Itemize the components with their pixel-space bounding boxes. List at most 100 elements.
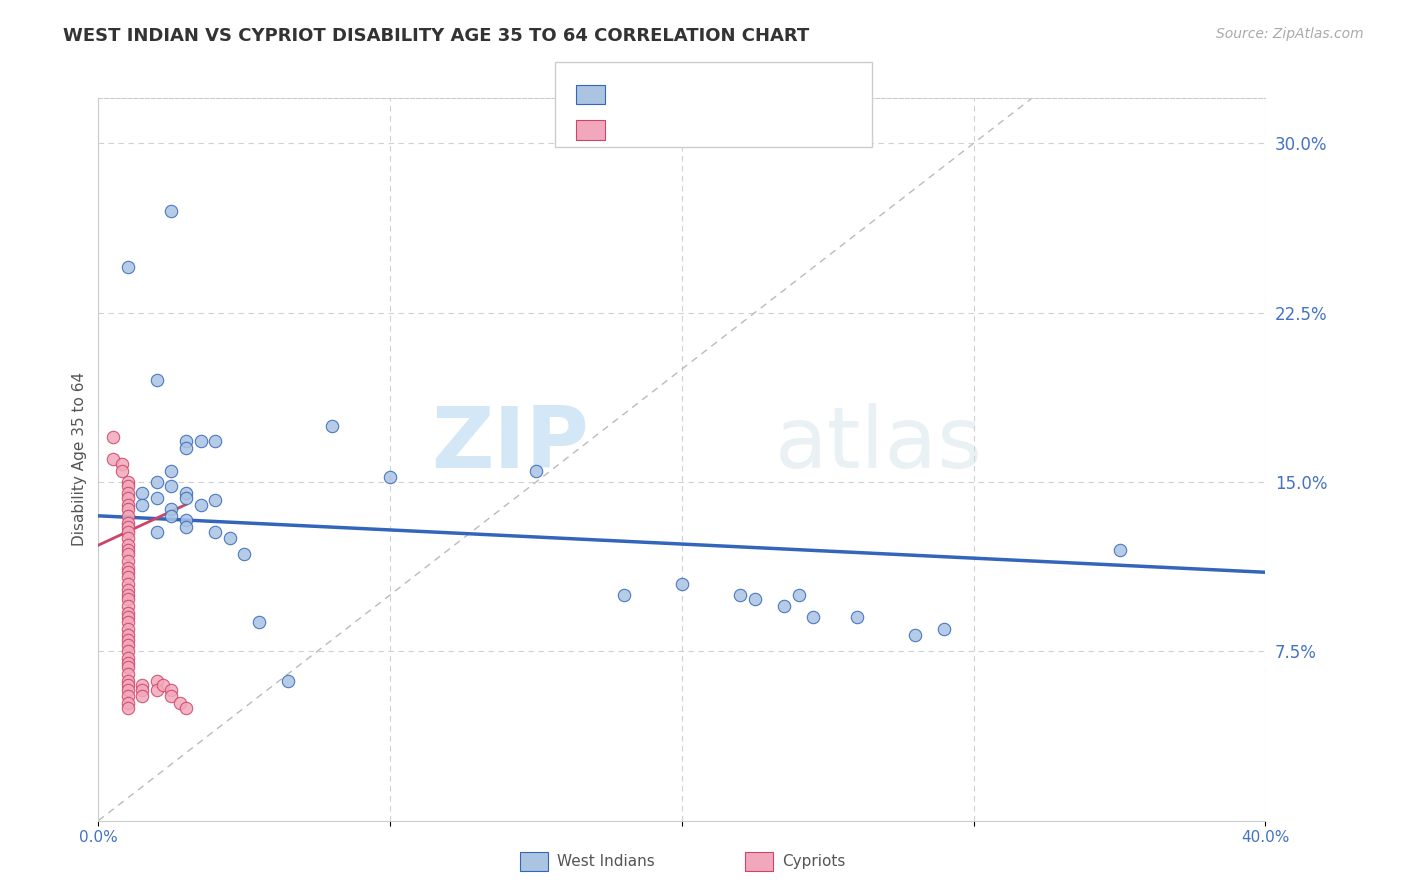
Point xyxy=(321,418,343,433)
Point xyxy=(111,464,134,478)
Point xyxy=(117,554,139,568)
Point xyxy=(174,434,197,449)
Point xyxy=(117,638,139,652)
Point xyxy=(904,628,927,642)
Point xyxy=(146,373,169,387)
Point xyxy=(117,566,139,580)
Point xyxy=(117,561,139,575)
Point xyxy=(146,682,169,697)
Point xyxy=(773,599,796,614)
Point xyxy=(117,656,139,670)
Point xyxy=(117,491,139,505)
Point xyxy=(160,690,183,704)
Y-axis label: Disability Age 35 to 64: Disability Age 35 to 64 xyxy=(72,372,87,547)
Point xyxy=(117,644,139,658)
Point xyxy=(190,498,212,512)
Text: West Indians: West Indians xyxy=(557,855,655,869)
Point xyxy=(190,434,212,449)
Point xyxy=(160,479,183,493)
Point xyxy=(117,696,139,710)
Point xyxy=(117,542,139,557)
Point xyxy=(117,592,139,607)
Point xyxy=(169,696,191,710)
Point xyxy=(117,700,139,714)
Point xyxy=(117,498,139,512)
Point xyxy=(131,678,153,692)
Point xyxy=(131,690,153,704)
Point xyxy=(117,622,139,636)
Point xyxy=(117,660,139,674)
Point xyxy=(117,475,139,489)
Point xyxy=(117,628,139,642)
Text: N =: N = xyxy=(703,121,755,139)
Text: R =: R = xyxy=(616,121,655,139)
Point xyxy=(174,491,197,505)
Point xyxy=(204,434,226,449)
Point xyxy=(671,576,693,591)
Point xyxy=(524,464,547,478)
Text: N =: N = xyxy=(703,86,755,103)
Point xyxy=(117,651,139,665)
Point xyxy=(117,508,139,523)
Point xyxy=(101,430,124,444)
Point xyxy=(801,610,824,624)
Point xyxy=(146,673,169,688)
Text: Cypriots: Cypriots xyxy=(782,855,845,869)
Point xyxy=(146,475,169,489)
Point xyxy=(117,606,139,620)
Point xyxy=(101,452,124,467)
Point xyxy=(117,673,139,688)
Point xyxy=(117,532,139,546)
Text: 55: 55 xyxy=(733,121,758,139)
Point xyxy=(744,592,766,607)
Point xyxy=(117,615,139,629)
Point xyxy=(247,615,270,629)
Text: Source: ZipAtlas.com: Source: ZipAtlas.com xyxy=(1216,27,1364,41)
Point xyxy=(117,479,139,493)
Point xyxy=(131,498,153,512)
Point xyxy=(277,673,299,688)
Point xyxy=(117,583,139,598)
Point xyxy=(117,547,139,561)
Point xyxy=(131,486,153,500)
Point xyxy=(117,588,139,602)
Point xyxy=(146,491,169,505)
Point xyxy=(730,588,752,602)
Point xyxy=(111,457,134,471)
Text: atlas: atlas xyxy=(775,403,983,486)
Point xyxy=(380,470,402,484)
Point xyxy=(146,524,169,539)
Point xyxy=(117,576,139,591)
Point xyxy=(612,588,634,602)
Point xyxy=(160,502,183,516)
Point xyxy=(117,486,139,500)
Point xyxy=(218,532,240,546)
Point xyxy=(174,700,197,714)
Point xyxy=(174,441,197,455)
Point xyxy=(160,204,183,219)
Text: ZIP: ZIP xyxy=(430,403,589,486)
Point xyxy=(160,464,183,478)
Point xyxy=(117,502,139,516)
Point xyxy=(1108,542,1130,557)
Point xyxy=(117,666,139,681)
Text: WEST INDIAN VS CYPRIOT DISABILITY AGE 35 TO 64 CORRELATION CHART: WEST INDIAN VS CYPRIOT DISABILITY AGE 35… xyxy=(63,27,810,45)
Point xyxy=(174,520,197,534)
Point xyxy=(117,260,139,275)
Text: R =: R = xyxy=(616,86,655,103)
Point xyxy=(787,588,810,602)
Point xyxy=(117,516,139,530)
Point xyxy=(233,547,256,561)
Point xyxy=(174,486,197,500)
Point xyxy=(117,524,139,539)
Point xyxy=(117,633,139,648)
Point xyxy=(117,682,139,697)
Point xyxy=(846,610,869,624)
Point xyxy=(204,493,226,508)
Point xyxy=(117,520,139,534)
Point xyxy=(117,610,139,624)
Point xyxy=(204,524,226,539)
Text: 0.158: 0.158 xyxy=(647,121,710,139)
Text: 41: 41 xyxy=(733,86,758,103)
Point xyxy=(117,599,139,614)
